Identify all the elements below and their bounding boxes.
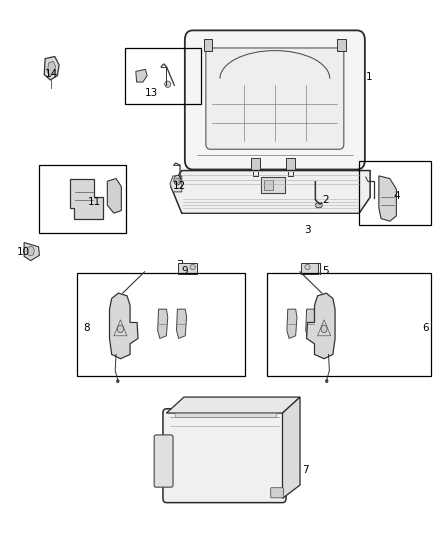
Polygon shape xyxy=(136,69,147,82)
Bar xyxy=(264,180,273,190)
Polygon shape xyxy=(47,61,56,76)
Bar xyxy=(39,165,126,233)
Ellipse shape xyxy=(27,246,34,256)
Bar xyxy=(359,161,431,225)
Polygon shape xyxy=(170,176,182,192)
Text: 9: 9 xyxy=(182,266,188,276)
Bar xyxy=(337,39,346,51)
Ellipse shape xyxy=(305,264,310,270)
Text: 7: 7 xyxy=(302,465,309,475)
Polygon shape xyxy=(44,56,59,80)
Polygon shape xyxy=(24,243,39,261)
Bar xyxy=(204,39,212,51)
Text: 13: 13 xyxy=(145,88,158,98)
Text: 1: 1 xyxy=(366,72,372,82)
FancyBboxPatch shape xyxy=(185,30,365,169)
Polygon shape xyxy=(158,309,168,338)
Bar xyxy=(301,263,318,274)
Polygon shape xyxy=(110,293,138,359)
FancyBboxPatch shape xyxy=(154,435,173,487)
Bar xyxy=(178,263,197,274)
Polygon shape xyxy=(171,171,370,213)
Bar xyxy=(251,158,260,172)
Ellipse shape xyxy=(190,264,195,270)
Ellipse shape xyxy=(174,175,181,185)
Bar xyxy=(125,48,201,104)
Text: 2: 2 xyxy=(322,195,328,205)
Polygon shape xyxy=(177,309,187,338)
Bar xyxy=(286,158,295,172)
Ellipse shape xyxy=(321,325,327,333)
Polygon shape xyxy=(307,293,335,359)
Bar xyxy=(267,273,431,376)
Text: 14: 14 xyxy=(45,69,58,79)
Bar xyxy=(175,413,276,417)
Polygon shape xyxy=(107,179,121,213)
Ellipse shape xyxy=(165,81,171,87)
Text: 12: 12 xyxy=(173,181,186,191)
Polygon shape xyxy=(306,309,316,338)
Text: 10: 10 xyxy=(17,247,30,257)
Ellipse shape xyxy=(325,379,328,383)
Ellipse shape xyxy=(117,325,124,333)
FancyBboxPatch shape xyxy=(206,48,344,149)
Text: 5: 5 xyxy=(322,266,328,276)
Text: 3: 3 xyxy=(304,225,311,235)
FancyBboxPatch shape xyxy=(163,409,286,503)
Text: 11: 11 xyxy=(88,197,101,207)
Polygon shape xyxy=(70,179,103,219)
Bar xyxy=(77,273,245,376)
Text: 6: 6 xyxy=(423,324,429,333)
Ellipse shape xyxy=(117,379,119,383)
FancyBboxPatch shape xyxy=(271,488,283,498)
Ellipse shape xyxy=(176,178,179,183)
Text: 4: 4 xyxy=(393,191,400,201)
Polygon shape xyxy=(283,397,300,498)
Polygon shape xyxy=(379,176,396,221)
Polygon shape xyxy=(166,397,300,413)
Ellipse shape xyxy=(315,203,322,208)
Bar xyxy=(261,177,285,193)
Text: 8: 8 xyxy=(83,324,90,333)
Polygon shape xyxy=(287,309,297,338)
